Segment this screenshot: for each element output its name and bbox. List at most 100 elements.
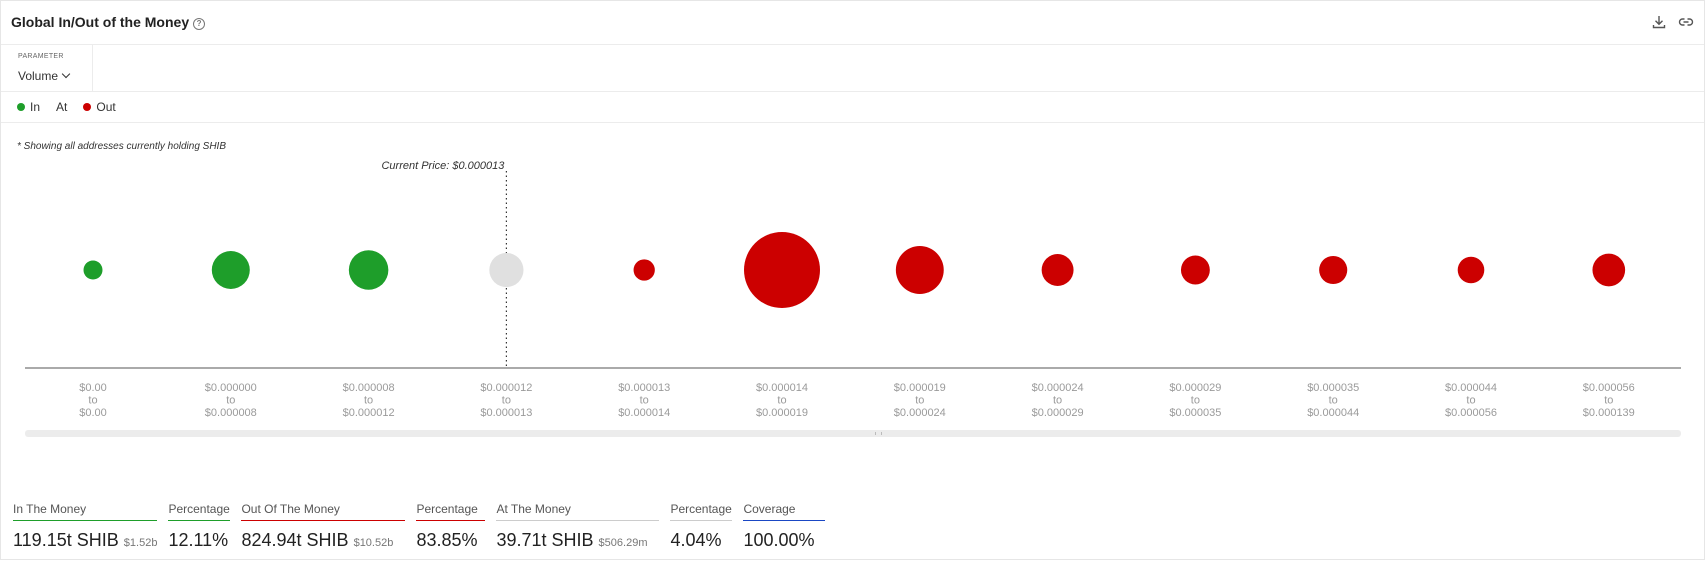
divider	[1, 122, 1704, 123]
bubble-in[interactable]	[83, 260, 103, 280]
bubble-out[interactable]	[744, 232, 820, 308]
link-icon[interactable]	[1678, 14, 1694, 30]
x-tick-label: $0.000019	[894, 382, 946, 394]
bubble-out[interactable]	[1592, 253, 1626, 287]
x-tick-label: $0.000019	[756, 407, 808, 419]
parameter-value: Volume	[18, 69, 59, 83]
x-tick-label: $0.000013	[480, 407, 532, 419]
x-tick-label: $0.000008	[205, 407, 257, 419]
stat-label: Percentage	[670, 502, 733, 521]
x-tick-label: $0.000012	[343, 407, 395, 419]
stat-value-text: 100.00%	[743, 530, 815, 550]
x-tick-label: $0.000024	[894, 407, 946, 419]
stat-block: At The Money 39.71t SHIB $506.29m	[496, 502, 660, 551]
stat-sub-value: $10.52b	[350, 537, 394, 549]
x-tick-label: $0.000029	[1032, 407, 1084, 419]
stat-block: Percentage 12.11%	[168, 502, 231, 551]
stat-value-text: 824.94t SHIB	[241, 530, 349, 550]
bubble-out[interactable]	[1041, 254, 1074, 286]
stat-label: At The Money	[496, 502, 660, 521]
stat-sub-value: $1.52b	[120, 537, 158, 549]
stat-value: 824.94t SHIB $10.52b	[241, 530, 405, 551]
x-tick-label: to	[1053, 395, 1062, 407]
x-tick-label: $0.00	[79, 407, 107, 419]
legend-label-in: In	[30, 100, 41, 114]
stat-value: 100.00%	[743, 530, 825, 551]
stat-sub-value: $506.29m	[595, 537, 648, 549]
stat-value: 12.11%	[168, 530, 230, 551]
summary-stats: In The Money 119.15t SHIB $1.52b Percentag…	[13, 502, 836, 551]
x-tick-label: to	[364, 395, 373, 407]
bubble-in[interactable]	[348, 250, 389, 290]
bubble-at[interactable]	[489, 252, 524, 288]
scrollbar-grip[interactable]	[875, 432, 882, 435]
panel-header: Global In/Out of the Money?	[1, 1, 1704, 45]
stat-value-text: 83.85%	[416, 530, 478, 550]
parameter-selector[interactable]: PARAMETER Volume	[1, 44, 93, 91]
x-tick-label: $0.000008	[343, 382, 395, 394]
legend-item-out[interactable]: Out	[83, 100, 116, 114]
stat-value-text: 4.04%	[670, 530, 722, 550]
x-tick-label: to	[1191, 395, 1200, 407]
download-icon[interactable]	[1651, 14, 1667, 30]
stat-block: Percentage 4.04%	[670, 502, 733, 551]
x-tick-label: $0.000056	[1445, 407, 1497, 419]
chart-scrollbar[interactable]	[25, 430, 1681, 437]
x-tick-label: to	[226, 395, 235, 407]
x-tick-label: $0.000000	[205, 382, 257, 394]
bubble-out[interactable]	[895, 246, 944, 294]
parameter-label: PARAMETER	[18, 53, 64, 60]
panel-title: Global In/Out of the Money?	[11, 14, 206, 30]
x-tick-label: $0.000035	[1169, 407, 1221, 419]
stat-value: 83.85%	[416, 530, 485, 551]
x-tick-label: $0.000044	[1445, 382, 1497, 394]
x-tick-label: to	[1604, 395, 1613, 407]
current-price-label: Current Price: $0.000013	[381, 160, 505, 172]
legend-dot-in	[17, 103, 25, 111]
legend-item-in[interactable]: In	[17, 100, 40, 114]
stat-value-text: 119.15t SHIB	[13, 530, 119, 550]
legend-dot-out	[83, 103, 92, 111]
legend-label-at: At	[56, 100, 68, 114]
bubble-out[interactable]	[1457, 256, 1485, 284]
bubble-out[interactable]	[1319, 255, 1348, 285]
stat-label: Percentage	[416, 502, 486, 521]
bubble-chart: Current Price: $0.000013$0.00to$0.00$0.0…	[25, 160, 1681, 419]
stat-value: 119.15t SHIB $1.52b	[13, 530, 157, 551]
bubble-out[interactable]	[1180, 255, 1210, 285]
x-tick-label: to	[1329, 395, 1338, 407]
legend: In At Out	[17, 100, 132, 114]
x-tick-label: $0.000012	[480, 382, 532, 394]
stat-value-text: 12.11%	[168, 530, 229, 550]
stat-label: Coverage	[743, 502, 826, 521]
legend-item-at[interactable]: At	[56, 100, 67, 114]
stat-value: 4.04%	[670, 530, 732, 551]
x-tick-label: to	[777, 395, 786, 407]
x-tick-label: to	[88, 395, 97, 407]
x-tick-label: $0.000056	[1583, 382, 1635, 394]
x-tick-label: $0.000024	[1032, 382, 1084, 394]
stat-block: Coverage 100.00%	[743, 502, 826, 551]
stat-block: Out Of The Money 824.94t SHIB $10.52b	[241, 502, 406, 551]
parameter-dropdown[interactable]: Volume	[18, 69, 71, 83]
stat-value: 39.71t SHIB $506.29m	[496, 530, 659, 551]
legend-label-out: Out	[96, 100, 116, 114]
stat-label: In The Money	[13, 502, 158, 521]
bubble-out[interactable]	[633, 259, 655, 281]
stat-label: Out Of The Money	[241, 502, 406, 521]
holding-note: * Showing all addresses currently holdin…	[17, 141, 226, 152]
help-circle-icon[interactable]: ?	[193, 18, 206, 30]
x-tick-label: $0.000014	[756, 382, 808, 394]
stat-label: Percentage	[168, 502, 231, 521]
bubble-in[interactable]	[211, 251, 250, 289]
x-tick-label: $0.000044	[1307, 407, 1359, 419]
x-tick-label: $0.00	[79, 382, 107, 394]
x-tick-label: to	[1466, 395, 1475, 407]
x-tick-label: $0.000014	[618, 407, 670, 419]
x-tick-label: to	[502, 395, 511, 407]
x-tick-label: to	[640, 395, 649, 407]
x-tick-label: $0.000139	[1583, 407, 1635, 419]
x-tick-label: $0.000035	[1307, 382, 1359, 394]
stat-value-text: 39.71t SHIB	[496, 530, 594, 550]
